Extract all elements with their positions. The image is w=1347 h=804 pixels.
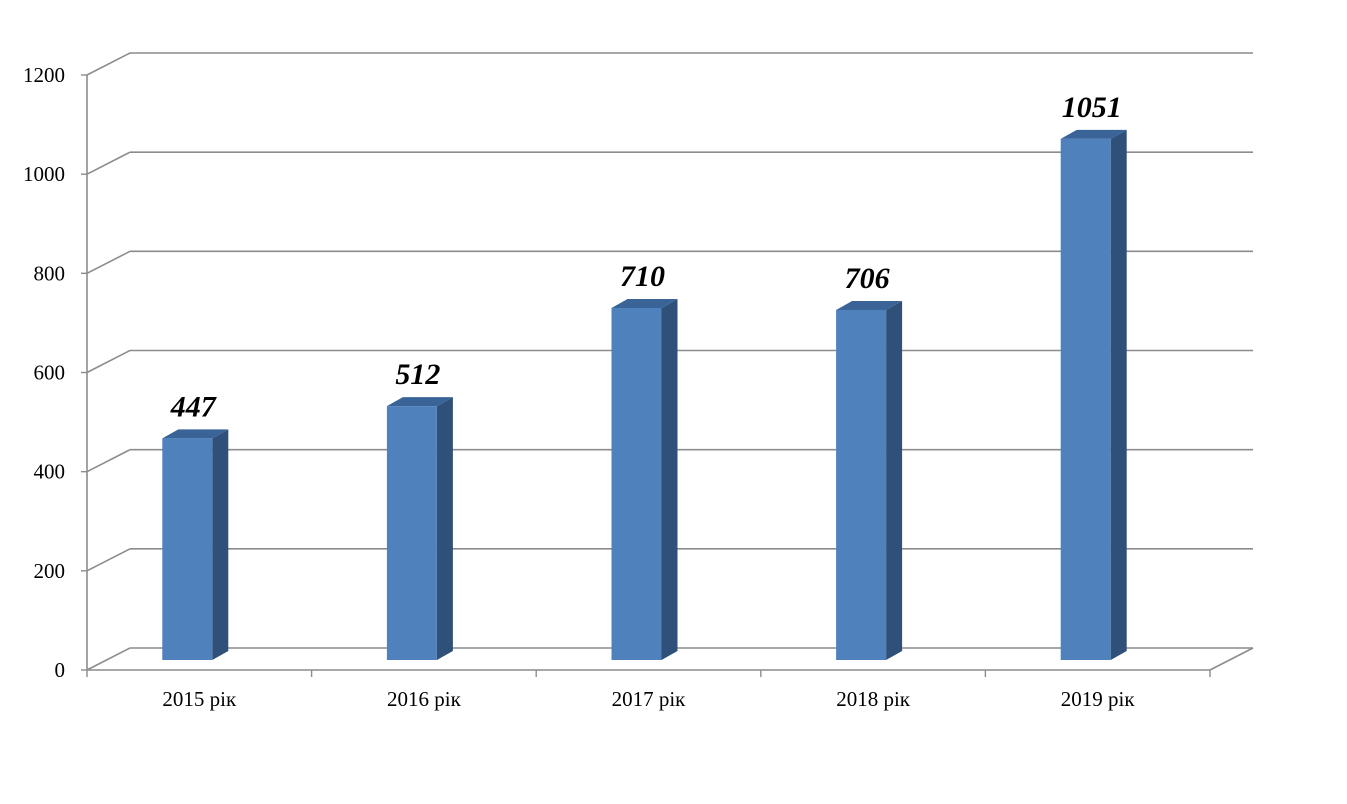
x-tick-labels: 2015 рік 2016 рік 2017 рік 2018 рік 2019 рік <box>162 687 1135 711</box>
axes <box>81 74 1211 677</box>
bar-front-face <box>386 406 437 660</box>
y-tick-label: 800 <box>34 261 66 285</box>
data-labels: 447 512 710 706 1051 <box>170 91 1122 423</box>
gridline-diagonal <box>86 448 131 473</box>
data-label: 710 <box>620 260 665 293</box>
y-tick-label: 0 <box>55 658 66 682</box>
y-tick-label: 400 <box>34 460 66 484</box>
y-tick-label: 1000 <box>23 162 65 186</box>
y-tick-label: 1200 <box>23 63 65 87</box>
bar-side-face <box>1110 129 1127 661</box>
data-label: 706 <box>845 262 890 295</box>
bar-front-face <box>836 309 887 660</box>
bar <box>1060 129 1127 661</box>
bar-top-face <box>162 429 229 439</box>
x-tick-label: 2017 рік <box>612 687 687 711</box>
gridline-diagonal <box>86 52 131 76</box>
bar <box>836 300 903 660</box>
x-tick-label: 2018 рік <box>836 687 911 711</box>
bar-side-face <box>886 300 903 660</box>
data-label: 447 <box>170 390 217 423</box>
bar-top-face <box>1060 129 1127 139</box>
bar <box>611 298 678 660</box>
gridline-diagonal <box>86 151 131 175</box>
gridline-diagonal <box>86 548 131 572</box>
bar-front-face <box>611 307 662 660</box>
gridline-diagonal <box>86 349 131 374</box>
bar-front-face <box>1060 138 1111 661</box>
bars <box>162 129 1127 661</box>
bar-side-face <box>661 298 678 660</box>
bar-top-face <box>386 397 453 407</box>
gridline-diagonal <box>86 250 131 275</box>
y-tick-labels: 0 200 400 600 800 1000 1200 <box>23 63 65 682</box>
bar-side-face <box>436 397 453 660</box>
data-label: 1051 <box>1062 91 1122 124</box>
x-tick-label: 2016 рік <box>387 687 462 711</box>
gridline-diagonal <box>86 647 131 671</box>
bar-top-face <box>611 298 678 308</box>
y-tick-label: 600 <box>34 361 66 385</box>
x-tick-label: 2019 рік <box>1061 687 1136 711</box>
x-tick-label: 2015 рік <box>162 687 237 711</box>
bar-top-face <box>836 300 903 310</box>
bar-side-face <box>212 429 229 660</box>
y-tick-label: 200 <box>34 559 66 583</box>
data-label: 512 <box>395 358 440 391</box>
floor-right-edge <box>1209 647 1254 671</box>
bar <box>386 397 453 660</box>
bar-front-face <box>162 438 213 660</box>
bar <box>162 429 229 660</box>
